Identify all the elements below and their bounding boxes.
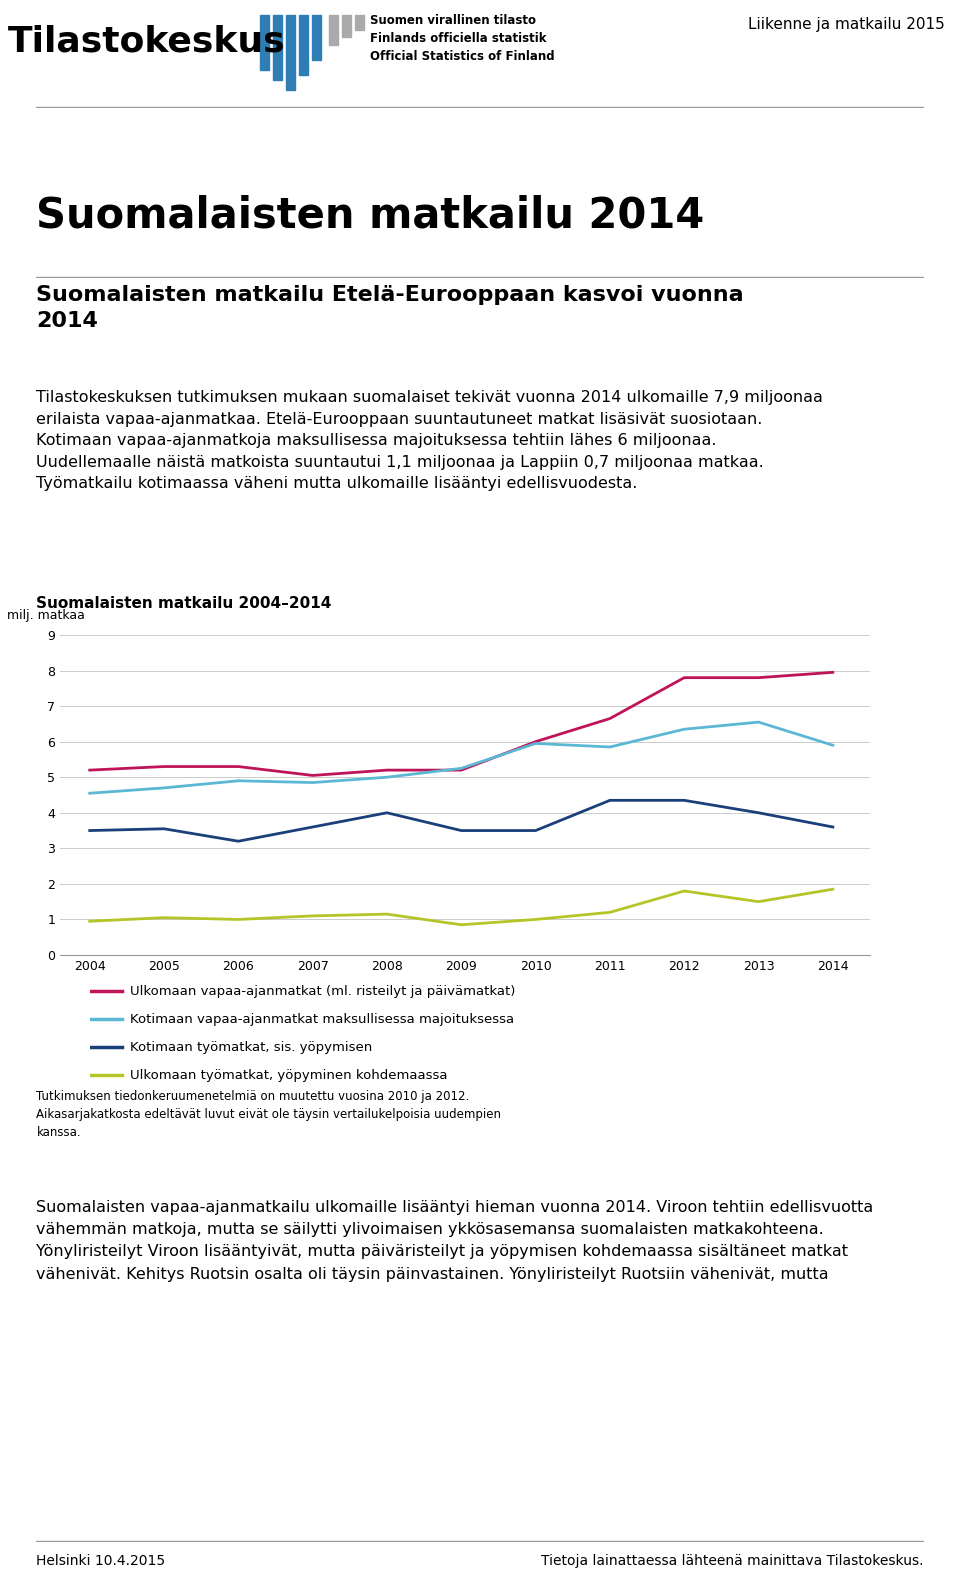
Bar	[342, 14, 351, 37]
Bar	[260, 14, 269, 70]
Bar	[329, 14, 338, 45]
Text: Kotimaan vapaa-ajanmatkat maksullisessa majoituksessa: Kotimaan vapaa-ajanmatkat maksullisessa …	[130, 1013, 515, 1025]
Bar	[299, 14, 308, 75]
Text: Tilastokeskuksen tutkimuksen mukaan suomalaiset tekivät vuonna 2014 ulkomaille 7: Tilastokeskuksen tutkimuksen mukaan suom…	[36, 390, 824, 492]
Text: Suomalaisten matkailu 2014: Suomalaisten matkailu 2014	[36, 194, 705, 236]
Text: Tilastokeskus: Tilastokeskus	[8, 25, 286, 59]
Text: Liikenne ja matkailu 2015: Liikenne ja matkailu 2015	[748, 18, 945, 32]
Text: Ulkomaan vapaa-ajanmatkat (ml. risteilyt ja päivämatkat): Ulkomaan vapaa-ajanmatkat (ml. risteilyt…	[130, 984, 516, 998]
Text: Suomen virallinen tilasto
Finlands officiella statistik
Official Statistics of F: Suomen virallinen tilasto Finlands offic…	[370, 13, 555, 62]
Text: Suomalaisten matkailu 2004–2014: Suomalaisten matkailu 2004–2014	[36, 595, 332, 610]
Text: Tietoja lainattaessa lähteenä mainittava Tilastokeskus.: Tietoja lainattaessa lähteenä mainittava…	[541, 1554, 924, 1568]
Text: Ulkomaan työmatkat, yöpyminen kohdemaassa: Ulkomaan työmatkat, yöpyminen kohdemaass…	[130, 1068, 447, 1081]
Bar	[355, 14, 364, 30]
Bar	[273, 14, 282, 80]
Text: Helsinki 10.4.2015: Helsinki 10.4.2015	[36, 1554, 166, 1568]
Bar	[312, 14, 321, 60]
Text: Tutkimuksen tiedonkeruumenetelmiä on muutettu vuosina 2010 ja 2012.
Aikasarjakat: Tutkimuksen tiedonkeruumenetelmiä on muu…	[36, 1091, 501, 1138]
Text: Kotimaan työmatkat, sis. yöpymisen: Kotimaan työmatkat, sis. yöpymisen	[130, 1041, 372, 1054]
Text: Suomalaisten vapaa-ajanmatkailu ulkomaille lisääntyi hieman vuonna 2014. Viroon : Suomalaisten vapaa-ajanmatkailu ulkomail…	[36, 1200, 874, 1282]
Bar	[286, 14, 295, 91]
Text: milj. matkaa: milj. matkaa	[8, 610, 85, 622]
Text: Suomalaisten matkailu Etelä-Eurooppaan kasvoi vuonna
2014: Suomalaisten matkailu Etelä-Eurooppaan k…	[36, 285, 744, 331]
